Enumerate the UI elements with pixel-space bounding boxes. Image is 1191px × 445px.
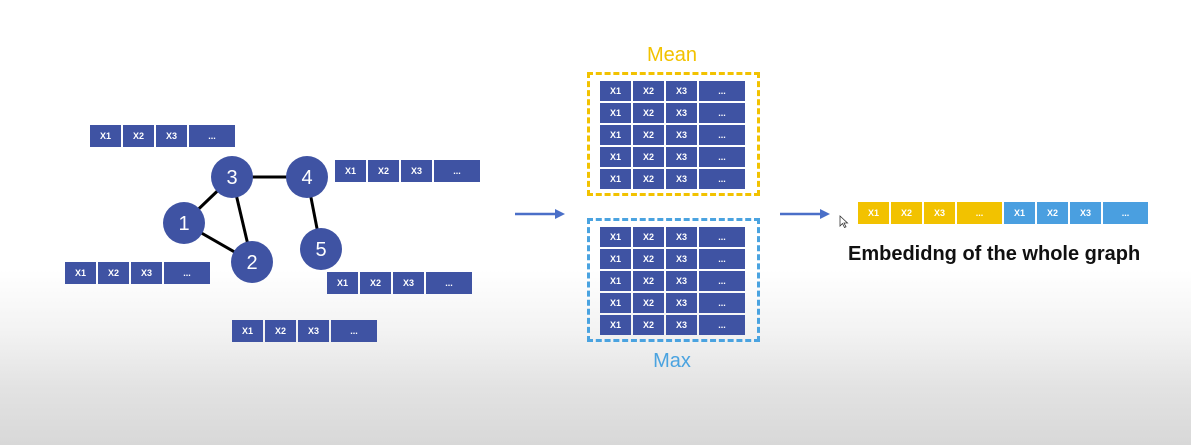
matrix-cell: X1: [600, 147, 631, 167]
node-label-3: 3: [226, 167, 237, 189]
feature-cell: X3: [393, 272, 424, 294]
matrix-cell: X3: [666, 271, 697, 291]
feature-cell: X2: [368, 160, 399, 182]
feature-vector-node-1: X1 X2 X3 ...: [65, 262, 210, 284]
feature-vector-node-3: X1 X2 X3 ...: [90, 125, 235, 147]
feature-vector-node-2: X1 X2 X3 ...: [232, 320, 377, 342]
matrix-cell: X3: [666, 125, 697, 145]
feature-cell: X3: [131, 262, 162, 284]
matrix-cell: X3: [666, 315, 697, 335]
matrix-cell: ...: [699, 81, 745, 101]
matrix-cell: X2: [633, 147, 664, 167]
matrix-cell: ...: [699, 315, 745, 335]
graph-embedding-vector: X1 X2 X3 ... X1 X2 X3 ...: [858, 202, 1150, 224]
matrix-cell: ...: [699, 271, 745, 291]
feature-vector-node-4: X1 X2 X3 ...: [335, 160, 480, 182]
arrow-to-embedding: [780, 209, 830, 219]
graph-node-2: 2: [231, 241, 273, 283]
embedding-caption: Embedidng of the whole graph: [848, 243, 1141, 265]
feature-cell: X2: [123, 125, 154, 147]
matrix-cell: ...: [699, 125, 745, 145]
max-feature-matrix: X1 X2 X3... X1 X2 X3... X1 X2 X3... X1 X2 X3... X1 X2…: [600, 227, 745, 335]
mean-pooling-box: [587, 72, 760, 196]
matrix-cell: X2: [633, 315, 664, 335]
node-label-1: 1: [178, 213, 189, 235]
graph-node-4: 4: [286, 156, 328, 198]
matrix-cell: X3: [666, 169, 697, 189]
embedding-mean-cell: ...: [957, 202, 1002, 224]
node-label-5: 5: [315, 239, 326, 261]
embedding-mean-cell: X2: [891, 202, 922, 224]
matrix-cell: X3: [666, 227, 697, 247]
feature-cell: X2: [98, 262, 129, 284]
mouse-cursor-icon: [839, 215, 849, 229]
matrix-cell: X1: [600, 169, 631, 189]
feature-cell: X2: [265, 320, 296, 342]
matrix-cell: X2: [633, 249, 664, 269]
embedding-max-cell: ...: [1103, 202, 1148, 224]
matrix-cell: X1: [600, 81, 631, 101]
matrix-cell: X1: [600, 315, 631, 335]
matrix-cell: X2: [633, 271, 664, 291]
matrix-cell: X2: [633, 103, 664, 123]
feature-cell: X1: [327, 272, 358, 294]
matrix-cell: X1: [600, 227, 631, 247]
feature-cell: X3: [156, 125, 187, 147]
feature-cell: ...: [434, 160, 480, 182]
feature-cell: ...: [164, 262, 210, 284]
feature-cell: ...: [331, 320, 377, 342]
matrix-cell: X2: [633, 81, 664, 101]
matrix-cell: ...: [699, 293, 745, 313]
mean-feature-matrix: X1 X2 X3... X1 X2 X3... X1 X2 X3... X1 X2 X3... X1 X2…: [600, 81, 745, 189]
matrix-cell: X3: [666, 249, 697, 269]
feature-cell: X1: [335, 160, 366, 182]
feature-cell: X1: [65, 262, 96, 284]
matrix-cell: X1: [600, 271, 631, 291]
matrix-cell: ...: [699, 103, 745, 123]
matrix-cell: ...: [699, 227, 745, 247]
matrix-cell: X2: [633, 125, 664, 145]
max-pooling-box: [587, 218, 760, 342]
feature-cell: X3: [298, 320, 329, 342]
graph-node-3: 3: [211, 156, 253, 198]
feature-cell: X3: [401, 160, 432, 182]
matrix-cell: X2: [633, 227, 664, 247]
matrix-cell: X3: [666, 103, 697, 123]
embedding-max-cell: X2: [1037, 202, 1068, 224]
mean-pooling-title: Mean: [646, 44, 698, 66]
matrix-cell: X1: [600, 293, 631, 313]
graph-nodes: 3 4 1 2 5: [163, 156, 342, 283]
matrix-cell: ...: [699, 169, 745, 189]
feature-cell: X1: [90, 125, 121, 147]
feature-cell: ...: [426, 272, 472, 294]
feature-vector-node-5: X1 X2 X3 ...: [327, 272, 472, 294]
matrix-cell: X1: [600, 103, 631, 123]
node-label-2: 2: [246, 252, 257, 274]
matrix-cell: X3: [666, 293, 697, 313]
node-label-4: 4: [301, 167, 312, 189]
graph-node-1: 1: [163, 202, 205, 244]
feature-cell: X1: [232, 320, 263, 342]
matrix-cell: X3: [666, 81, 697, 101]
embedding-max-cell: X1: [1004, 202, 1035, 224]
matrix-cell: X3: [666, 147, 697, 167]
feature-cell: X2: [360, 272, 391, 294]
arrow-to-pooling: [515, 209, 565, 219]
matrix-cell: X1: [600, 249, 631, 269]
matrix-cell: X2: [633, 293, 664, 313]
max-pooling-title: Max: [653, 350, 691, 372]
embedding-mean-cell: X3: [924, 202, 955, 224]
feature-cell: ...: [189, 125, 235, 147]
matrix-cell: ...: [699, 147, 745, 167]
embedding-max-cell: X3: [1070, 202, 1101, 224]
matrix-cell: X1: [600, 125, 631, 145]
graph-node-5: 5: [300, 228, 342, 270]
matrix-cell: ...: [699, 249, 745, 269]
matrix-cell: X2: [633, 169, 664, 189]
embedding-mean-cell: X1: [858, 202, 889, 224]
